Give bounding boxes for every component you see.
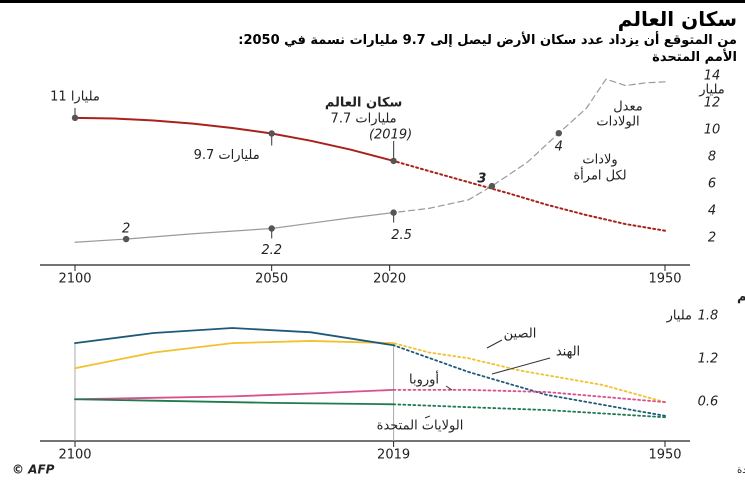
projection-line — [392, 388, 666, 404]
x-tick-label: 2050 — [255, 272, 288, 287]
annotation: 7.7 مليارات — [331, 112, 397, 127]
subtitle: من المتوقع أن يزداد عدد سكان الأرض ليصل … — [238, 33, 737, 48]
x-tick-label: 2100 — [58, 448, 91, 463]
y-tick-label: 6 — [708, 177, 716, 192]
y-axis-label: مليار — [666, 308, 692, 323]
point-label: 4 — [555, 140, 563, 155]
point-label: 2.2 — [261, 243, 282, 258]
series-label: الصين — [504, 327, 537, 342]
leader — [491, 357, 551, 375]
top-bar — [0, 0, 745, 3]
y-tick-label: 1.2 — [698, 351, 719, 366]
y-tick-label: 14 — [704, 69, 721, 84]
series-label: أوروبا — [409, 371, 439, 388]
series-label: الولايات المتحدة — [377, 419, 464, 434]
y-axis-label: مليار — [698, 83, 724, 98]
y-tick-label: 1.8 — [698, 308, 719, 323]
line — [74, 388, 395, 401]
line — [74, 340, 395, 370]
projection-line — [392, 342, 666, 404]
x-tick-label: 2100 — [58, 272, 91, 287]
annotation: لكل امرأة — [573, 167, 626, 184]
leader — [445, 385, 453, 391]
projection-line — [392, 344, 666, 417]
line — [74, 398, 395, 406]
leader — [424, 415, 431, 419]
x-tick-label: 2019 — [377, 448, 410, 463]
x-tick-label: 1950 — [648, 272, 681, 287]
point-label: 2.5 — [391, 228, 412, 243]
line — [74, 327, 395, 347]
point-label: 3 — [477, 172, 486, 187]
point — [488, 182, 496, 190]
header: سكان العالم من المتوقع أن يزداد عدد سكان… — [7, 6, 737, 66]
x-tick-label: 2020 — [373, 272, 406, 287]
y-tick-label: 12 — [704, 96, 721, 111]
annotation: معدل — [613, 100, 643, 115]
projection-line — [392, 159, 666, 232]
y-tick-label: 2 — [708, 231, 716, 246]
series-label: الهند — [556, 345, 580, 360]
title: سكان العالم — [617, 7, 737, 31]
chart-title: بعض مناطق العالم — [737, 290, 745, 305]
annotation: 9.7 مليارات — [194, 148, 260, 163]
annotation: الولادات — [596, 115, 639, 130]
point-label: 2 — [122, 222, 130, 237]
credit: © AFP — [12, 463, 55, 477]
point — [555, 129, 562, 137]
y-tick-label: 8 — [708, 150, 716, 165]
y-tick-label: 10 — [704, 123, 721, 138]
y-tick-label: 0.6 — [698, 395, 719, 410]
annotation: 11 مليارا — [50, 89, 100, 104]
y-tick-label: 4 — [708, 204, 716, 219]
point — [122, 235, 130, 243]
projection-line — [392, 403, 666, 419]
subtitle: الأمم المتحدة — [652, 50, 737, 65]
line — [74, 116, 395, 162]
x-tick-label: 1950 — [648, 448, 681, 463]
annotation: سكان العالم — [325, 96, 402, 111]
annotation: ولادات — [582, 153, 617, 168]
source: المصدر: شعبة السكان التابعة للأمم المتحد… — [737, 463, 745, 476]
annotation: (2019) — [369, 128, 412, 143]
leader — [486, 339, 503, 349]
point — [71, 114, 79, 122]
